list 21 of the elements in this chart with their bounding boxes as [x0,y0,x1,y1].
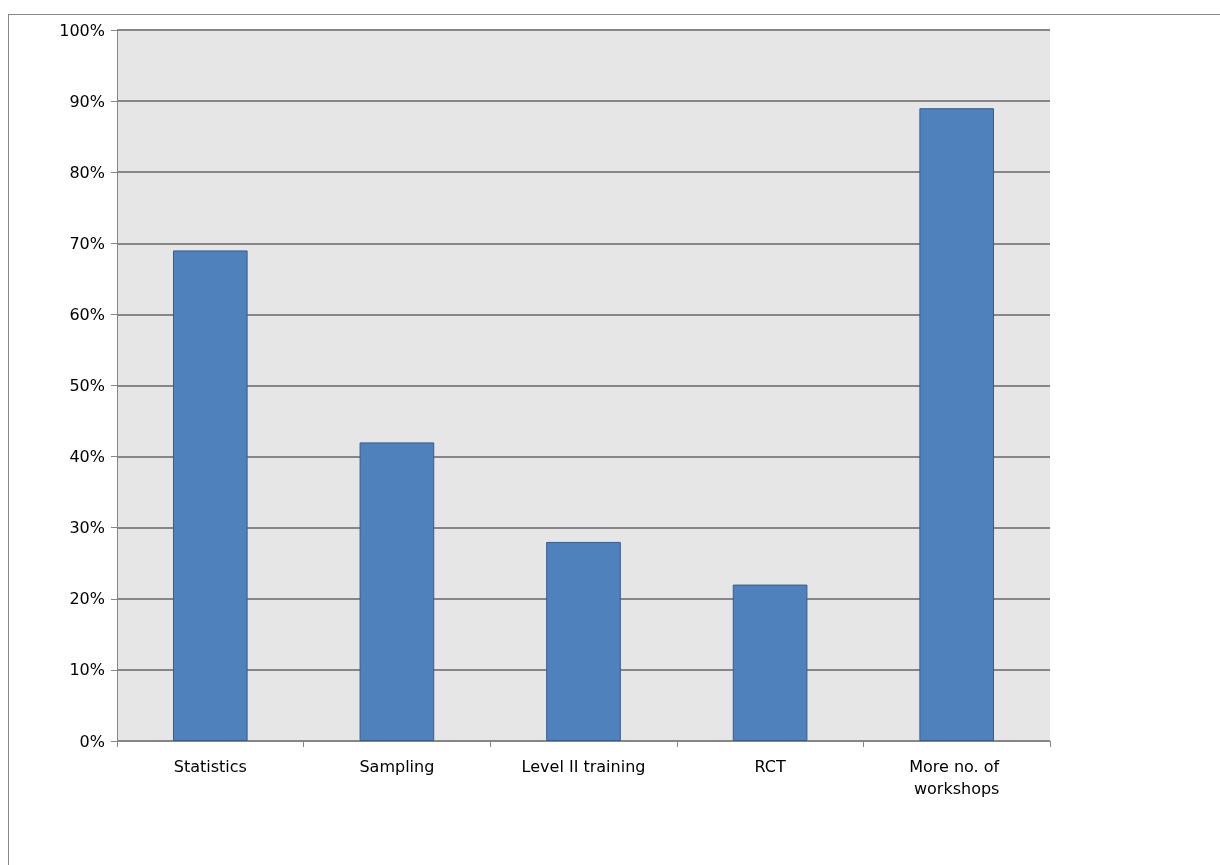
bar [172,250,248,741]
x-tick-label: Sampling [359,756,435,776]
bar [546,541,621,741]
y-tick-label: 20% [69,589,105,609]
y-tick-label: 50% [69,376,105,395]
y-tick-label: 10% [69,660,105,680]
x-tick-label: RCT [754,756,786,776]
y-tick-label: 90% [69,91,105,111]
bar [732,584,808,741]
y-tick-label: 30% [69,518,105,538]
y-tick-label: 70% [69,233,105,253]
bar [919,108,995,741]
x-tick-label: Statistics [173,756,247,776]
y-tick-label: 0% [79,731,105,751]
bar [359,442,435,741]
y-tick-label: 40% [69,447,105,467]
y-tick-label: 60% [69,304,105,324]
y-tick-label: 100% [59,20,105,40]
x-tick-label: Level II training [521,756,646,776]
x-tick-label: More no. of workshops [909,756,1005,798]
y-tick-label: 80% [69,162,105,182]
